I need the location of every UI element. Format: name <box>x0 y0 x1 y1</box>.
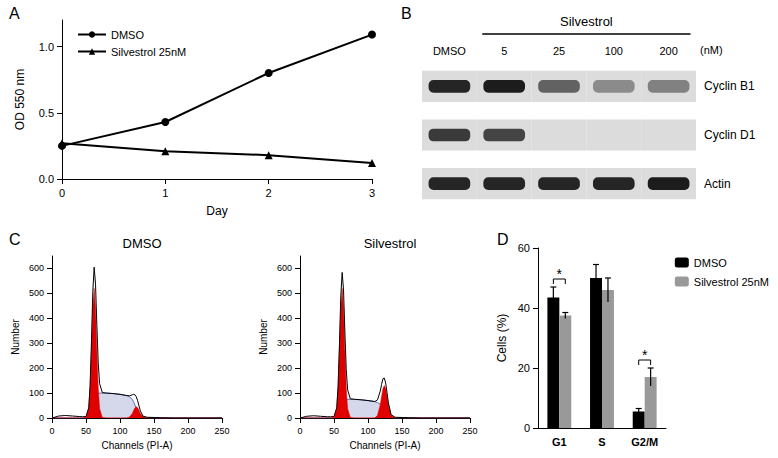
svg-text:150: 150 <box>146 426 161 436</box>
svg-text:40: 40 <box>518 302 530 314</box>
svg-text:(nM): (nM) <box>700 44 723 56</box>
svg-text:Cells (%): Cells (%) <box>495 314 509 363</box>
svg-text:0: 0 <box>524 422 530 434</box>
svg-text:*: * <box>642 347 648 363</box>
svg-text:0: 0 <box>297 426 302 436</box>
svg-text:100: 100 <box>277 388 292 398</box>
svg-text:0: 0 <box>287 413 292 423</box>
svg-text:200: 200 <box>659 45 677 57</box>
svg-text:0: 0 <box>49 426 54 436</box>
svg-text:200: 200 <box>428 426 443 436</box>
svg-text:1: 1 <box>162 187 168 199</box>
svg-text:DMSO: DMSO <box>123 236 162 251</box>
svg-text:S: S <box>598 436 605 448</box>
svg-text:150: 150 <box>394 426 409 436</box>
svg-text:300: 300 <box>277 338 292 348</box>
svg-text:G2/M: G2/M <box>631 436 658 448</box>
svg-text:3: 3 <box>369 187 375 199</box>
svg-text:100: 100 <box>360 426 375 436</box>
svg-text:Number: Number <box>258 319 269 355</box>
svg-text:500: 500 <box>277 288 292 298</box>
svg-text:2: 2 <box>266 187 272 199</box>
svg-text:Actin: Actin <box>704 177 731 191</box>
svg-text:600: 600 <box>277 263 292 273</box>
svg-text:500: 500 <box>29 288 44 298</box>
svg-text:25: 25 <box>553 45 565 57</box>
svg-text:200: 200 <box>277 363 292 373</box>
svg-text:250: 250 <box>214 426 229 436</box>
svg-text:600: 600 <box>29 263 44 273</box>
svg-text:100: 100 <box>29 388 44 398</box>
svg-text:Cyclin B1: Cyclin B1 <box>704 79 755 93</box>
svg-text:Channels (PI-A): Channels (PI-A) <box>349 440 420 451</box>
svg-text:0.5: 0.5 <box>39 107 54 119</box>
svg-text:100: 100 <box>112 426 127 436</box>
svg-text:DMSO: DMSO <box>111 29 144 41</box>
svg-text:Silvestrol: Silvestrol <box>560 14 613 29</box>
svg-text:Silvestrol 25nM: Silvestrol 25nM <box>111 46 186 58</box>
svg-text:G1: G1 <box>552 436 567 448</box>
svg-text:D: D <box>497 231 509 248</box>
svg-text:B: B <box>401 5 412 22</box>
svg-text:400: 400 <box>29 313 44 323</box>
svg-text:DMSO: DMSO <box>694 257 727 269</box>
svg-text:100: 100 <box>605 45 623 57</box>
svg-text:1.0: 1.0 <box>39 41 54 53</box>
svg-text:Silvestrol: Silvestrol <box>364 236 417 251</box>
svg-text:0: 0 <box>39 413 44 423</box>
svg-text:5: 5 <box>501 45 507 57</box>
svg-text:200: 200 <box>180 426 195 436</box>
svg-text:Channels (PI-A): Channels (PI-A) <box>101 440 172 451</box>
svg-text:20: 20 <box>518 362 530 374</box>
svg-text:Silvestrol 25nM: Silvestrol 25nM <box>694 276 769 288</box>
svg-text:Cyclin D1: Cyclin D1 <box>704 128 756 142</box>
svg-text:C: C <box>9 231 21 248</box>
svg-text:50: 50 <box>81 426 91 436</box>
svg-text:A: A <box>9 5 20 22</box>
svg-text:Number: Number <box>10 319 21 355</box>
svg-text:300: 300 <box>29 338 44 348</box>
svg-text:60: 60 <box>518 242 530 254</box>
svg-text:OD 550 nm: OD 550 nm <box>13 69 27 130</box>
svg-text:0.0: 0.0 <box>39 173 54 185</box>
svg-text:0: 0 <box>59 187 65 199</box>
svg-text:250: 250 <box>462 426 477 436</box>
svg-text:400: 400 <box>277 313 292 323</box>
svg-text:200: 200 <box>29 363 44 373</box>
svg-text:*: * <box>557 266 563 282</box>
svg-text:Day: Day <box>206 204 227 218</box>
svg-text:50: 50 <box>329 426 339 436</box>
svg-text:DMSO: DMSO <box>433 45 466 57</box>
